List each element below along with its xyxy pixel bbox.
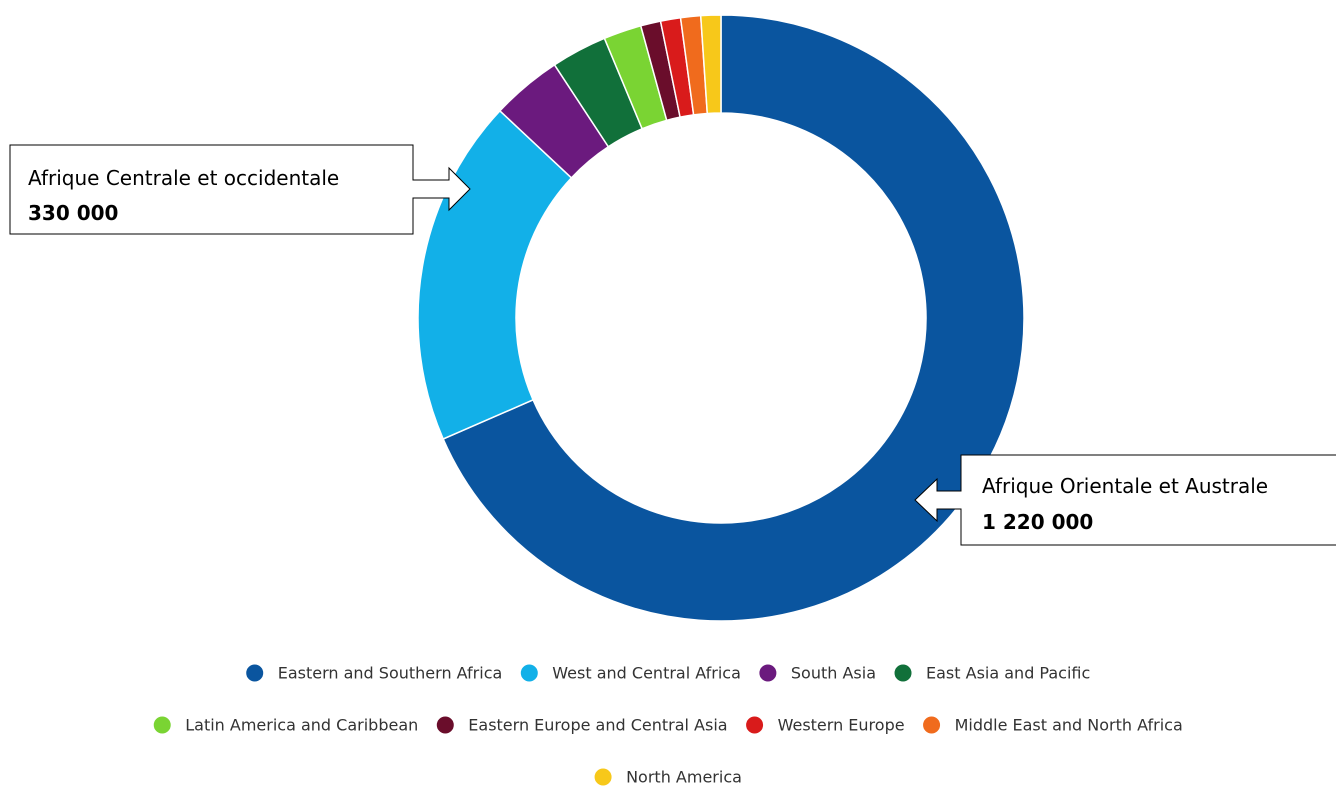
legend-item-south-asia[interactable]: South Asia <box>758 663 876 683</box>
legend-marker <box>152 715 172 735</box>
callout-west-and-central-africa: Afrique Centrale et occidentale 330 000 <box>9 144 471 235</box>
legend-label: Western Europe <box>778 716 905 735</box>
legend-item-eastern-europe-and-central-asia[interactable]: Eastern Europe and Central Asia <box>435 715 728 735</box>
legend: Eastern and Southern Africa West and Cent… <box>152 663 1183 787</box>
legend-item-west-and-central-africa[interactable]: West and Central Africa <box>519 663 741 683</box>
callout-label: Afrique Orientale et Australe <box>982 474 1268 498</box>
callout-box <box>914 454 1336 546</box>
legend-marker <box>593 767 613 787</box>
legend-label: Latin America and Caribbean <box>185 716 418 735</box>
callout-value: 330 000 <box>28 201 118 225</box>
legend-label: Middle East and North Africa <box>955 716 1183 735</box>
legend-marker <box>245 663 265 683</box>
legend-label: West and Central Africa <box>552 664 741 683</box>
slice-west-and-central-africa[interactable] <box>417 109 573 440</box>
legend-marker <box>922 715 942 735</box>
donut-slices <box>417 14 1025 622</box>
slice-north-america[interactable] <box>699 14 722 115</box>
legend-item-western-europe[interactable]: Western Europe <box>745 715 905 735</box>
legend-marker <box>893 663 913 683</box>
legend-item-eastern-and-southern-africa[interactable]: Eastern and Southern Africa <box>245 663 503 683</box>
legend-item-north-america[interactable]: North America <box>593 767 742 787</box>
legend-label: Eastern and Southern Africa <box>278 664 503 683</box>
legend-marker <box>435 715 455 735</box>
callout-label: Afrique Centrale et occidentale <box>28 166 339 190</box>
callout-eastern-and-southern-africa: Afrique Orientale et Australe 1 220 000 <box>914 454 1336 546</box>
legend-item-latin-america-and-caribbean[interactable]: Latin America and Caribbean <box>152 715 418 735</box>
legend-marker <box>758 663 778 683</box>
legend-label: Eastern Europe and Central Asia <box>468 716 727 735</box>
callout-box <box>9 144 471 235</box>
legend-label: South Asia <box>791 664 876 683</box>
slice-eastern-and-southern-africa[interactable] <box>442 14 1025 622</box>
legend-label: North America <box>626 768 742 787</box>
legend-label: East Asia and Pacific <box>926 664 1090 683</box>
legend-marker <box>519 663 539 683</box>
legend-item-east-asia-and-pacific[interactable]: East Asia and Pacific <box>893 663 1090 683</box>
callout-value: 1 220 000 <box>982 510 1093 534</box>
legend-marker <box>745 715 765 735</box>
legend-item-middle-east-and-north-africa[interactable]: Middle East and North Africa <box>922 715 1183 735</box>
